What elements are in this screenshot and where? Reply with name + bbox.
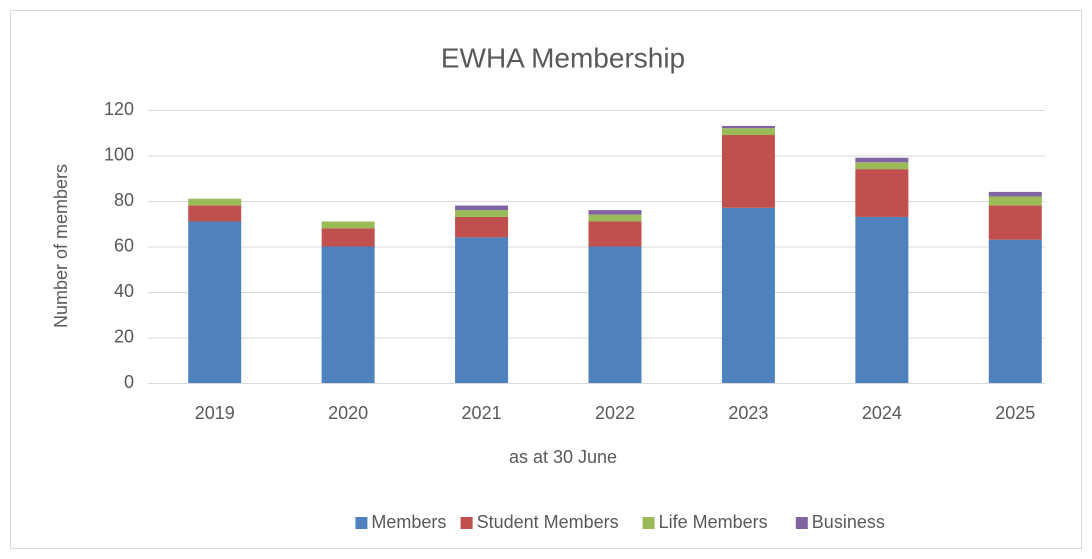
y-tick-label: 40	[114, 281, 134, 301]
y-tick-label: 120	[104, 99, 134, 119]
x-tick-label: 2021	[462, 403, 502, 423]
bar-segment	[855, 216, 909, 383]
bar-segment	[321, 228, 375, 247]
bar-segment	[188, 198, 242, 206]
bar-segment	[721, 125, 775, 129]
bar-segment	[988, 196, 1042, 206]
x-axis-label: as at 30 June	[509, 447, 617, 467]
bar-segment	[455, 205, 509, 211]
x-tick-label: 2020	[328, 403, 368, 423]
y-axis-label: Number of members	[51, 164, 71, 328]
legend-swatch	[355, 517, 368, 529]
x-tick-label: 2022	[595, 403, 635, 423]
bar-segment	[455, 237, 509, 383]
legend-label: Student Members	[477, 512, 619, 532]
bar-segment	[588, 246, 642, 383]
y-tick-label: 100	[104, 144, 134, 164]
bar-segment	[855, 162, 909, 170]
bar-segment	[455, 216, 509, 238]
bar-segment	[321, 221, 375, 229]
x-tick-label: 2023	[728, 403, 768, 423]
bar-segment	[721, 207, 775, 383]
chart-title: EWHA Membership	[441, 42, 685, 73]
x-tick-label: 2024	[862, 403, 902, 423]
bar-segment	[988, 239, 1042, 383]
legend-swatch	[642, 517, 655, 529]
bar-segment	[855, 157, 909, 163]
bar-segment	[988, 191, 1042, 197]
legend-label: Business	[812, 512, 885, 532]
legend-label: Members	[371, 512, 446, 532]
bar-segment	[988, 205, 1042, 240]
chart-frame	[10, 10, 1082, 549]
y-tick-label: 0	[124, 372, 134, 392]
x-tick-label: 2019	[195, 403, 235, 423]
bar-segment	[721, 128, 775, 136]
bar-segment	[188, 205, 242, 222]
y-tick-label: 20	[114, 326, 134, 346]
legend-swatch	[795, 517, 808, 529]
bar-segment	[188, 221, 242, 383]
bar-segment	[855, 169, 909, 217]
bar-segment	[588, 214, 642, 222]
bar-segment	[455, 210, 509, 217]
y-tick-label: 60	[114, 235, 134, 255]
legend-swatch	[460, 517, 473, 529]
y-tick-label: 80	[114, 190, 134, 210]
x-tick-label: 2025	[995, 403, 1035, 423]
bar-segment	[588, 221, 642, 247]
bar-segment	[321, 246, 375, 383]
legend-label: Life Members	[659, 512, 768, 532]
bar-segment	[588, 210, 642, 215]
bar-segment	[721, 135, 775, 208]
